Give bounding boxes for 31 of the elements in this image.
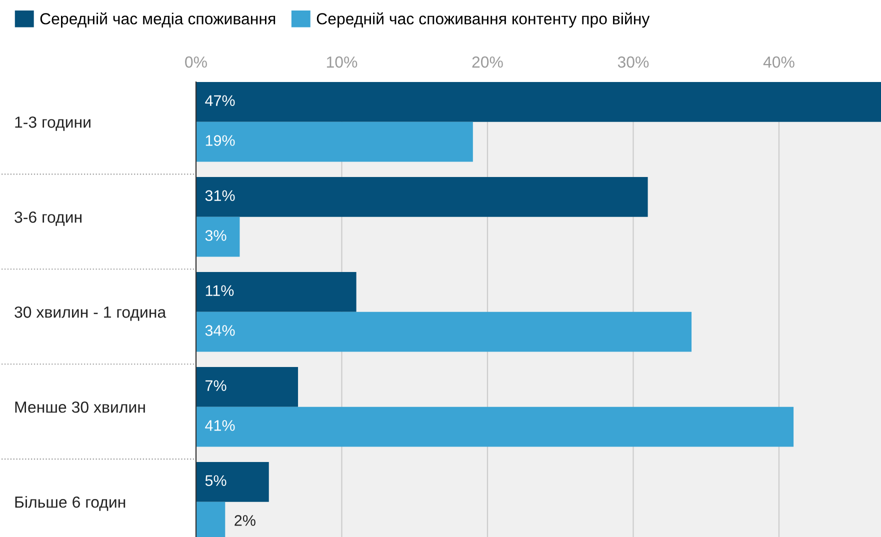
bar [196,406,794,447]
legend-label: Середній час споживання контенту про війну [316,12,650,28]
x-tick-label: 20% [472,56,503,68]
data-label: 41% [205,420,235,431]
data-label: 19% [206,135,235,146]
bar [196,176,648,217]
y-tick-label: 3-6 годин [14,212,82,226]
data-label: 11% [206,285,234,296]
bar [196,82,881,122]
bar [196,272,356,312]
data-label: 5% [205,475,226,486]
y-tick-label: Менше 30 хвилин [15,402,145,413]
x-tick-label: 30% [618,56,649,68]
data-label: 34% [205,325,235,336]
data-label: 7% [206,380,226,391]
legend-label: Середній час медіа споживання [40,12,276,28]
bar [196,462,269,502]
y-tick-label: Більше 6 годин [15,496,126,511]
data-label: 2% [234,515,256,526]
data-label: 3% [205,230,226,241]
y-tick-label: 30 хвилин - 1 година [14,306,166,321]
bar [196,122,473,162]
bar [196,216,240,257]
bar [196,366,298,407]
x-tick-label: 10% [326,56,358,68]
x-tick-label: 40% [763,56,794,68]
data-label: 47% [205,95,235,106]
bar [196,312,692,352]
x-tick-label: 0% [185,56,207,68]
y-tick-label: 1-3 години [15,116,90,131]
data-label: 31% [205,190,235,202]
